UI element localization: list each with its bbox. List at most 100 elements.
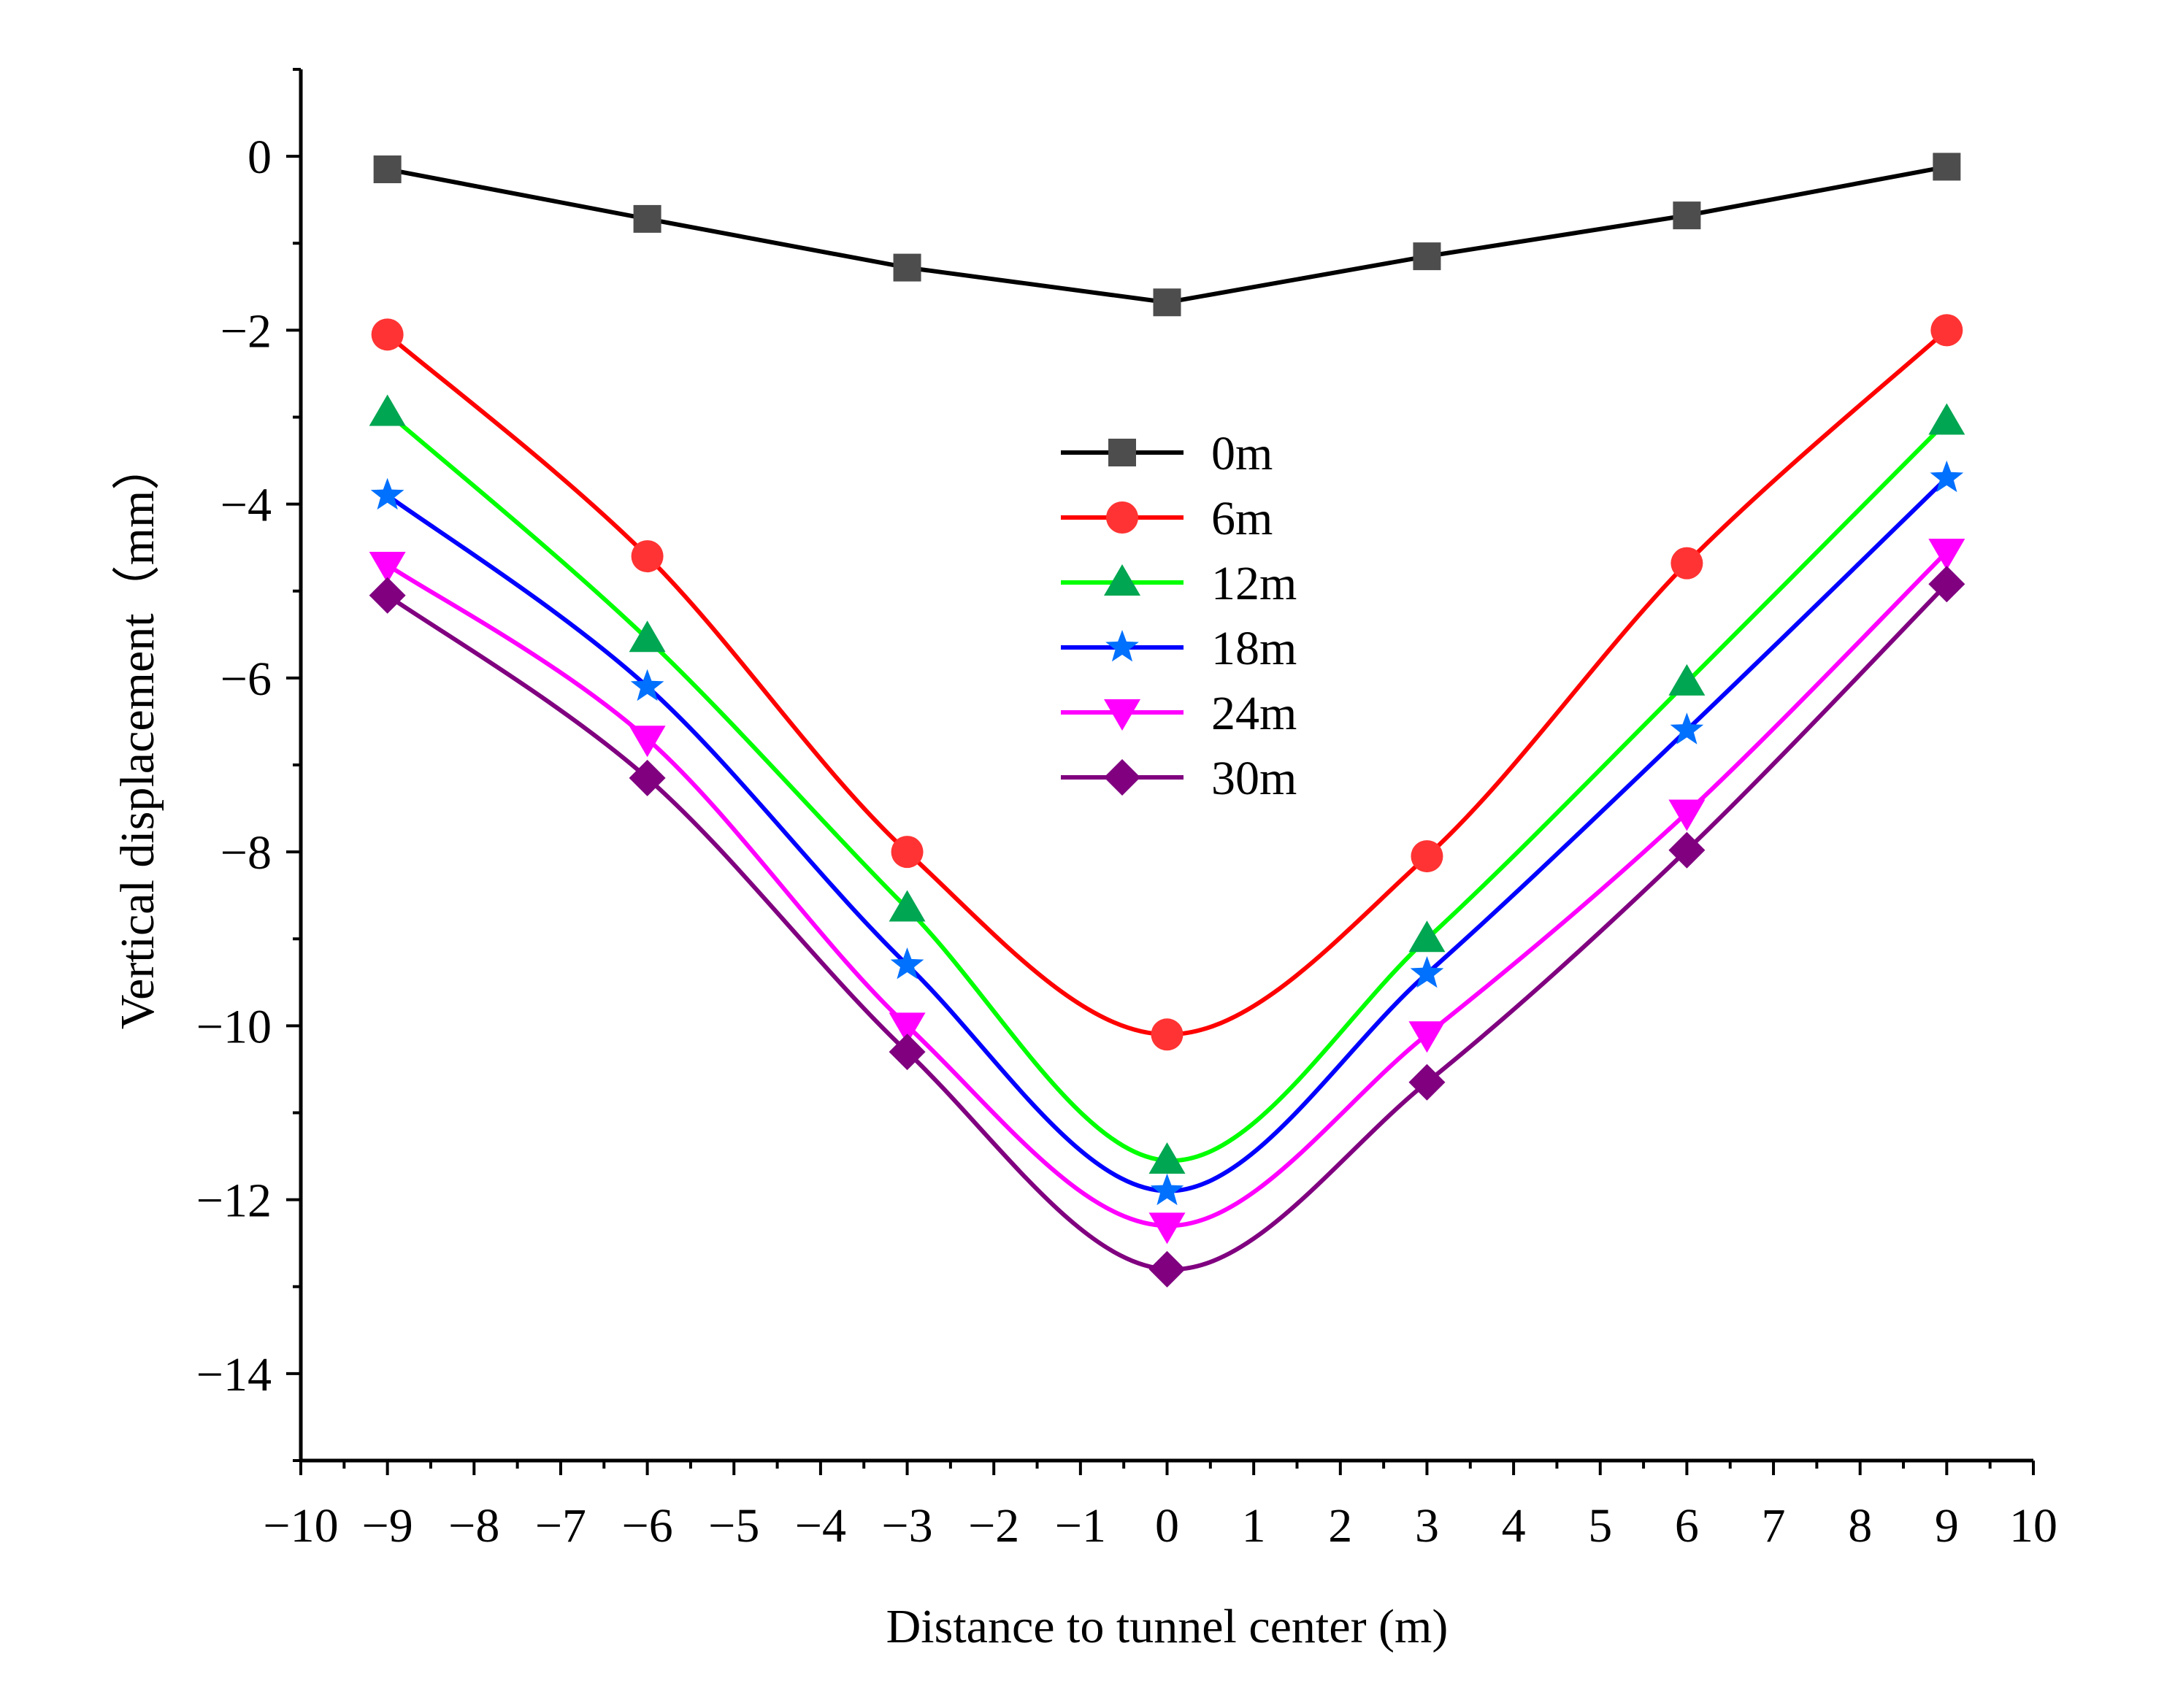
marker-circle [1151,1018,1184,1051]
x-tick-label: 10 [2009,1499,2057,1553]
marker-triangle-down [1148,1212,1186,1245]
marker-triangle-up [889,890,926,922]
marker-square [893,253,921,282]
x-axis-title: Distance to tunnel center (m) [886,1600,1449,1653]
x-tick-label: −5 [708,1499,759,1553]
marker-triangle-up [369,394,406,426]
marker-triangle-up [629,620,666,653]
marker-triangle-down [1408,1021,1446,1053]
series-24m [369,539,1965,1245]
y-tick-label: −10 [196,1000,272,1053]
x-tick-label: −1 [1055,1499,1106,1553]
marker-square [1933,153,1961,181]
y-tick-label: −8 [220,826,272,880]
series-12m [369,394,1965,1174]
marker-star [1410,955,1444,988]
y-tick-label: −6 [220,653,272,706]
legend-item: 18m [1061,622,1297,675]
series-line [385,328,1949,1037]
marker-diamond [1668,831,1706,869]
x-tick-label: 2 [1328,1499,1352,1553]
y-tick-label: −12 [196,1174,272,1228]
series-0m [373,153,1961,317]
series-18m [370,460,1964,1206]
x-tick-label: 8 [1848,1499,1872,1553]
marker-diamond [1148,1250,1186,1288]
marker-triangle-down [629,726,666,758]
marker-triangle-down [889,1012,926,1045]
marker-triangle-down [1104,699,1140,731]
marker-square [1108,439,1136,466]
x-tick-label: 0 [1155,1499,1179,1553]
marker-diamond [1104,759,1140,796]
marker-diamond [629,759,666,796]
marker-diamond [1408,1063,1446,1101]
legend-item: 6m [1061,492,1273,545]
legend-item: 30m [1061,752,1297,805]
x-tick-label: −6 [621,1499,672,1553]
marker-triangle-up [1928,403,1965,435]
marker-star [890,947,924,980]
marker-circle [1930,314,1963,347]
marker-star [370,477,404,510]
marker-square [373,155,402,183]
marker-star [1105,630,1139,662]
marker-circle [891,836,924,869]
legend-label: 6m [1211,492,1273,545]
y-axis-title: Vertical displacement（mm） [111,442,164,1030]
marker-triangle-up [1408,920,1446,953]
legend-label: 12m [1211,557,1297,610]
marker-triangle-up [1104,564,1140,596]
legend-label: 24m [1211,687,1297,740]
legend: 0m 6m 12m 18m 24m 30m [1061,427,1297,805]
marker-triangle-down [1928,539,1965,571]
legend-label: 18m [1211,622,1297,675]
marker-circle [1411,840,1443,873]
legend-item: 0m [1061,427,1273,480]
y-tick-label: −2 [220,304,272,358]
marker-star [630,669,664,701]
axes: −10 −9 −8 −7 −6 −5 −4 −3 −2 −1 0 1 2 3 4 5 6 7 8 9 100−2−4−6… [196,68,2057,1553]
marker-circle [371,318,404,351]
x-tick-label: −10 [263,1499,338,1553]
y-tick-label: −4 [220,479,272,532]
legend-label: 0m [1211,427,1273,480]
x-tick-label: 6 [1675,1499,1699,1553]
legend-item: 12m [1061,557,1297,610]
legend-item: 24m [1061,687,1297,740]
x-tick-label: −7 [535,1499,586,1553]
marker-square [1673,201,1701,230]
series-line [387,164,1947,305]
marker-diamond [1928,566,1965,603]
series-6m [371,314,1963,1051]
legend-label: 30m [1211,752,1297,805]
x-tick-label: 4 [1502,1499,1526,1553]
marker-star [1670,712,1704,745]
marker-circle [1106,501,1138,534]
x-tick-label: −8 [448,1499,499,1553]
marker-diamond [889,1034,926,1071]
x-tick-label: 9 [1935,1499,1959,1553]
x-tick-label: −9 [362,1499,413,1553]
x-tick-label: −3 [881,1499,932,1553]
x-tick-label: −4 [795,1499,846,1553]
x-tick-label: 3 [1415,1499,1439,1553]
marker-triangle-up [1668,663,1706,696]
series-line [385,550,1949,1228]
marker-square [1413,242,1441,271]
marker-diamond [369,577,406,614]
x-tick-label: 5 [1588,1499,1612,1553]
marker-star [1930,460,1964,493]
series-30m [369,566,1965,1288]
marker-square [1153,288,1181,317]
marker-circle [631,540,664,573]
y-tick-label: 0 [248,131,272,184]
x-tick-label: −2 [968,1499,1019,1553]
marker-triangle-down [369,552,406,584]
marker-circle [1670,547,1703,580]
x-tick-label: 7 [1762,1499,1786,1553]
marker-triangle-up [1148,1142,1186,1174]
marker-square [633,204,661,233]
